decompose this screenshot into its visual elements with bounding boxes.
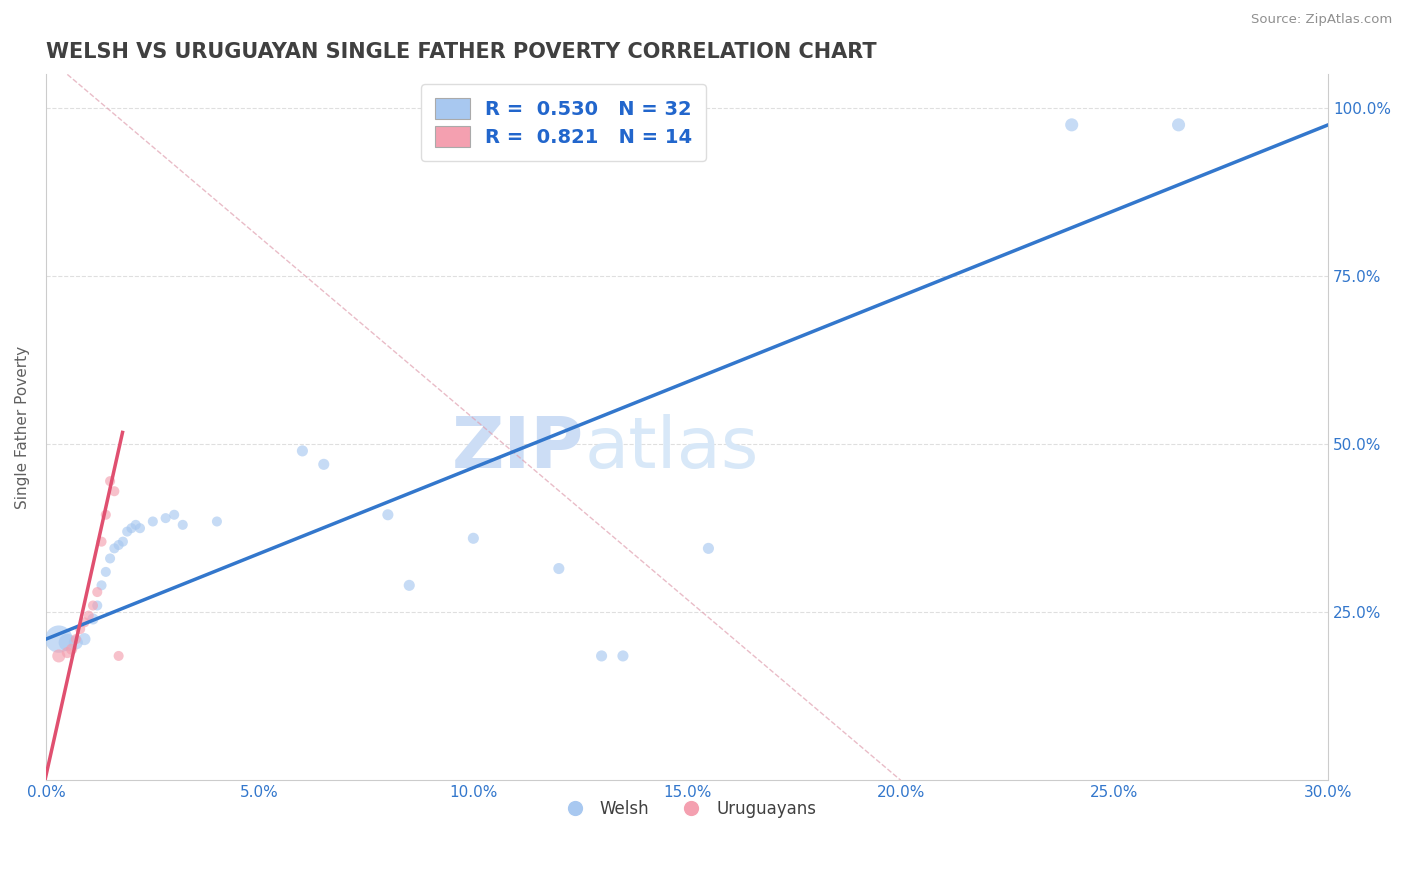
Text: WELSH VS URUGUAYAN SINGLE FATHER POVERTY CORRELATION CHART: WELSH VS URUGUAYAN SINGLE FATHER POVERTY… xyxy=(46,42,876,62)
Point xyxy=(73,632,96,647)
Point xyxy=(547,561,569,575)
Point xyxy=(1060,118,1083,132)
Point xyxy=(172,517,194,532)
Point xyxy=(463,531,485,545)
Point xyxy=(90,534,112,549)
Point xyxy=(591,648,613,663)
Point xyxy=(65,632,87,647)
Point xyxy=(142,515,165,529)
Point xyxy=(90,578,112,592)
Point xyxy=(111,534,134,549)
Point xyxy=(312,458,335,472)
Point xyxy=(73,615,96,630)
Point xyxy=(125,517,148,532)
Point xyxy=(129,521,152,535)
Point xyxy=(82,612,104,626)
Point xyxy=(77,608,100,623)
Point xyxy=(98,551,121,566)
Text: ZIP: ZIP xyxy=(453,414,585,483)
Point xyxy=(291,443,314,458)
Text: Source: ZipAtlas.com: Source: ZipAtlas.com xyxy=(1251,13,1392,27)
Point xyxy=(1167,118,1189,132)
Point xyxy=(82,599,104,613)
Point xyxy=(86,585,108,599)
Point xyxy=(56,635,79,649)
Point xyxy=(86,599,108,613)
Point xyxy=(56,646,79,660)
Point xyxy=(155,511,177,525)
Point xyxy=(115,524,138,539)
Point xyxy=(103,541,125,556)
Text: atlas: atlas xyxy=(585,414,759,483)
Point xyxy=(94,508,117,522)
Point xyxy=(697,541,720,556)
Point xyxy=(69,622,91,636)
Point xyxy=(377,508,399,522)
Point xyxy=(205,515,228,529)
Point xyxy=(103,484,125,499)
Legend: Welsh, Uruguayans: Welsh, Uruguayans xyxy=(551,794,823,825)
Point xyxy=(98,474,121,488)
Point xyxy=(65,635,87,649)
Point xyxy=(612,648,634,663)
Point xyxy=(94,565,117,579)
Point xyxy=(60,642,83,657)
Y-axis label: Single Father Poverty: Single Father Poverty xyxy=(15,346,30,509)
Point xyxy=(48,648,70,663)
Point xyxy=(163,508,186,522)
Point xyxy=(48,632,70,647)
Point xyxy=(120,521,142,535)
Point xyxy=(107,538,129,552)
Point xyxy=(107,648,129,663)
Point xyxy=(398,578,420,592)
